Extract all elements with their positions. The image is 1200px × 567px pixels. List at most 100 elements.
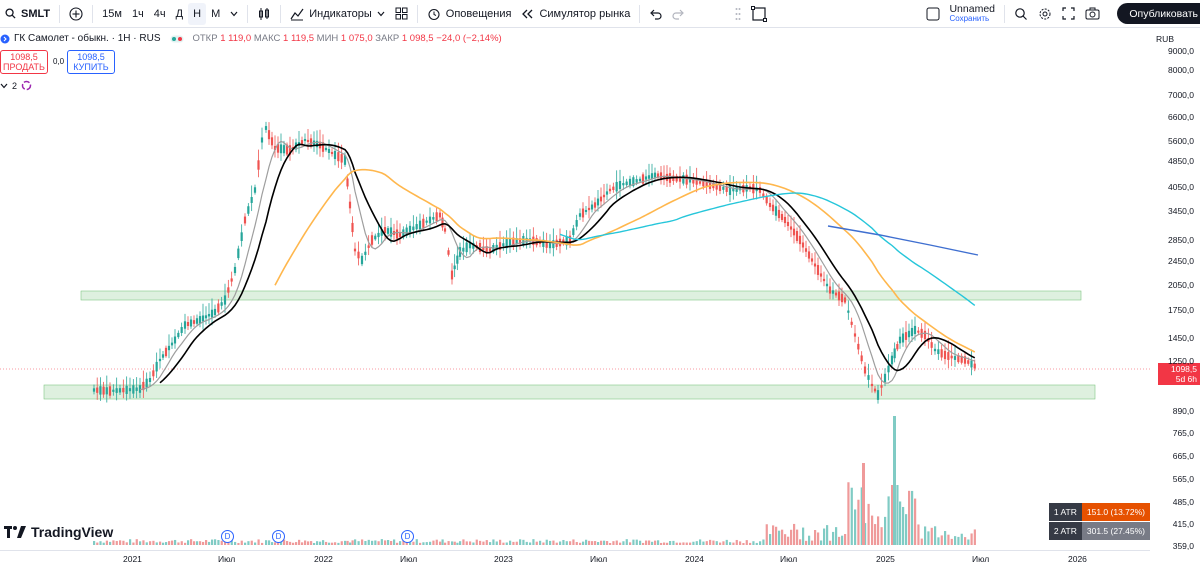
dividend-marker[interactable]: D	[401, 530, 414, 543]
interval-4h[interactable]: 4ч	[153, 7, 166, 20]
layout-name-button[interactable]: Unnamed Сохранить	[921, 3, 1000, 25]
drag-handle[interactable]	[730, 3, 746, 25]
candle-body	[155, 361, 158, 372]
alerts-button[interactable]: Оповещения	[422, 3, 517, 25]
volume-bar	[660, 542, 663, 545]
candle-body	[253, 187, 257, 193]
tradingview-logo[interactable]: TradingView	[4, 524, 113, 540]
indicators-button[interactable]: Индикаторы	[285, 3, 390, 25]
volume-bar	[572, 539, 575, 545]
indicators-toggle[interactable]: 2	[0, 80, 32, 91]
candle-body	[364, 251, 367, 255]
grid-icon	[395, 7, 408, 20]
volume-bar	[415, 539, 418, 545]
volume-bar	[234, 541, 237, 545]
fullscreen-button[interactable]	[1057, 3, 1080, 25]
publish-button[interactable]: Опубликовать	[1117, 3, 1200, 24]
volume-bar	[606, 541, 609, 545]
candle-body	[492, 245, 495, 253]
volume-bar	[930, 527, 933, 545]
candle-body	[223, 295, 227, 305]
price-tick-label: 415,0	[1172, 519, 1194, 529]
volume-bar	[208, 541, 211, 545]
search-icon	[5, 8, 16, 19]
market-status-icon	[170, 35, 184, 43]
interval-15m[interactable]: 15м	[102, 7, 122, 20]
symbol-search-button[interactable]: SMLT	[0, 3, 55, 25]
volume-bar	[542, 542, 545, 545]
volume-bar	[495, 541, 498, 545]
candle-body	[943, 350, 947, 360]
candle-body	[415, 224, 418, 230]
candle-body	[850, 321, 853, 325]
fullscreen-icon	[1062, 7, 1075, 20]
dividend-marker[interactable]: D	[221, 530, 234, 543]
price-chart[interactable]	[0, 30, 1152, 550]
candle-body	[180, 327, 183, 333]
volume-bar	[838, 536, 841, 545]
candle-body	[893, 348, 896, 359]
candle-body	[247, 206, 250, 214]
volume-bar	[874, 524, 877, 545]
symbol-full-name[interactable]: ГК Самолет - обыкн. · 1Н · RUS	[14, 33, 161, 44]
candle-body	[351, 222, 354, 233]
replay-button[interactable]: Симулятор рынка	[516, 3, 635, 25]
candle-body	[783, 216, 787, 224]
dividend-marker[interactable]: D	[272, 530, 285, 543]
time-axis[interactable]: 2021 Июл 2022 Июл 2023 Июл 2024 Июл 2025 Июл 2026	[0, 550, 1150, 567]
volume-bar	[357, 541, 360, 545]
volume-bar	[268, 540, 271, 545]
volume-bar	[257, 539, 260, 545]
interval-dropdown[interactable]	[225, 3, 243, 25]
candle-body	[695, 178, 698, 185]
price-tick-label: 2450,0	[1168, 256, 1194, 266]
layout-save-link[interactable]: Сохранить	[949, 13, 990, 23]
candle-body	[453, 265, 456, 270]
candle-body	[250, 197, 253, 203]
interval-1h[interactable]: 1ч	[131, 7, 144, 20]
interval-day[interactable]: Д	[175, 7, 184, 20]
undo-button[interactable]	[644, 3, 667, 25]
volume-bar	[899, 501, 902, 545]
volume-bar	[180, 541, 183, 545]
volume-bar	[277, 542, 280, 545]
compare-symbol-button[interactable]	[64, 3, 88, 25]
time-tick-label: Июл	[400, 554, 418, 564]
settings-button[interactable]	[1033, 3, 1057, 25]
collapse-arrow-icon[interactable]	[0, 34, 10, 44]
volume-bar	[512, 541, 515, 545]
candle-body	[468, 241, 472, 249]
chart-type-button[interactable]	[252, 3, 276, 25]
layouts-button[interactable]	[390, 3, 413, 25]
volume-bar	[864, 523, 867, 545]
buy-button[interactable]: 1098,5 КУПИТЬ	[67, 50, 115, 74]
price-axis[interactable]: 1098,5 5d 6h 9000,0 8000,0 7000,0 6600,0 560…	[1152, 30, 1200, 551]
candle-body	[656, 173, 660, 178]
volume-bar	[594, 541, 597, 545]
quick-search-button[interactable]	[1009, 3, 1033, 25]
volume-bar	[695, 541, 698, 545]
sell-button[interactable]: 1098,5 ПРОДАТЬ	[0, 50, 48, 74]
candle-body	[831, 290, 835, 294]
indicators-icon	[290, 7, 304, 21]
volume-bar	[380, 539, 383, 545]
volume-bar	[880, 527, 883, 545]
snapshot-button[interactable]	[1080, 3, 1105, 25]
volume-bar	[313, 542, 316, 545]
redo-button[interactable]	[667, 3, 690, 25]
candle-body	[291, 146, 295, 150]
volume-bar	[651, 541, 654, 545]
volume-bar	[465, 541, 468, 545]
atr-label-1: 1 ATR 151.0 (13.72%)	[1048, 503, 1150, 521]
candle-body	[145, 378, 148, 388]
candle-body	[428, 216, 432, 224]
drawing-rect-button[interactable]	[746, 3, 772, 25]
volume-bar	[902, 506, 905, 545]
currency-label[interactable]: RUB	[1156, 34, 1174, 44]
interval-month[interactable]: М	[211, 7, 221, 20]
time-tick-label: 2022	[314, 554, 333, 564]
candle-body	[472, 242, 475, 249]
volume-bar	[871, 515, 874, 545]
volume-bar	[835, 527, 838, 545]
interval-week[interactable]: Н	[188, 2, 207, 25]
